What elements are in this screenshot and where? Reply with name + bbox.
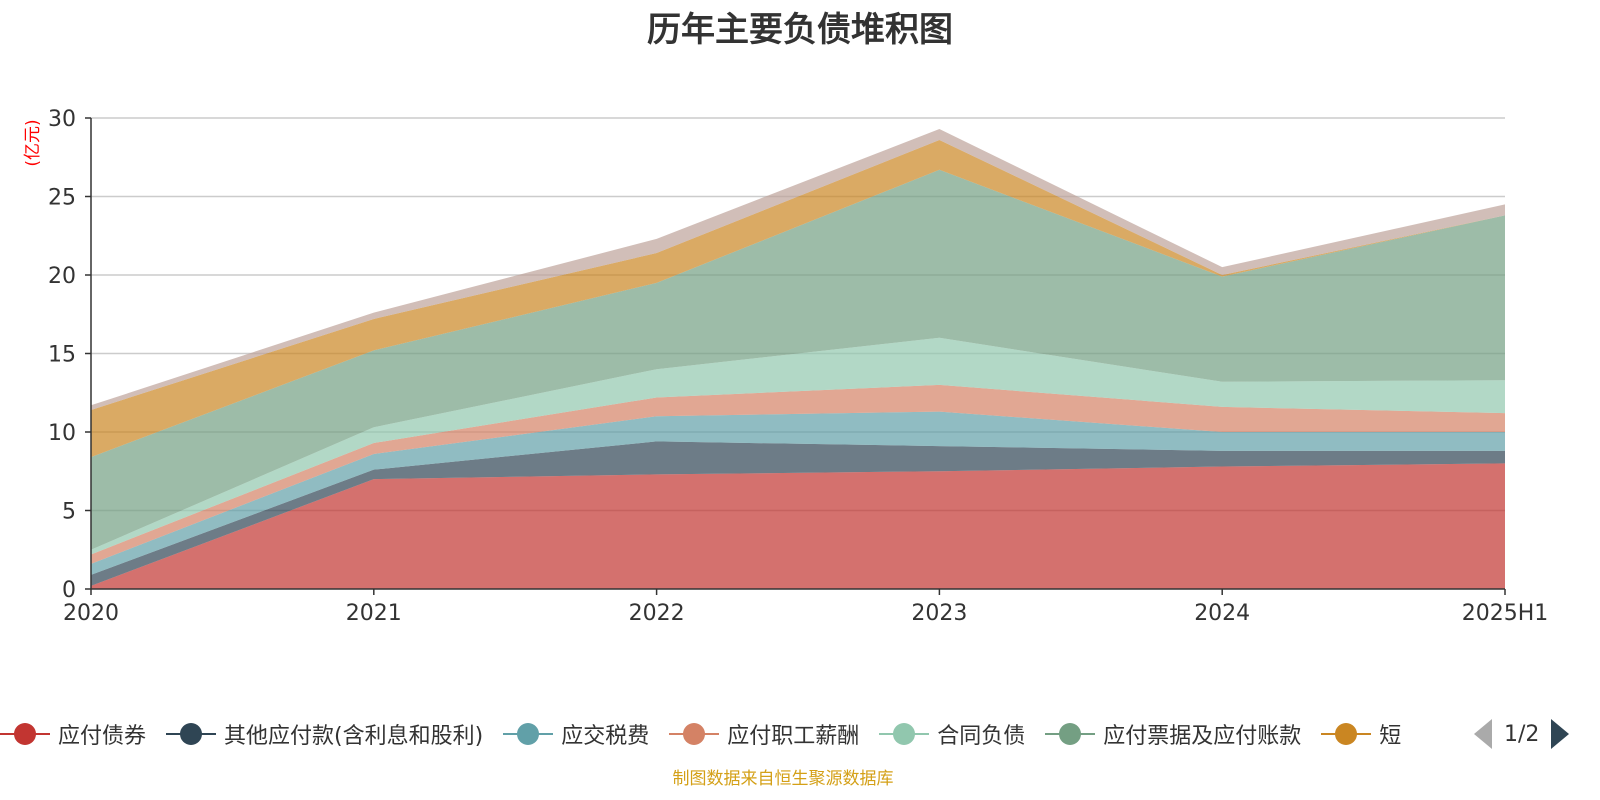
legend-item[interactable]: 应付票据及应付账款 bbox=[1045, 716, 1301, 752]
legend-label: 应交税费 bbox=[561, 724, 650, 749]
area-series-1 bbox=[91, 463, 1505, 589]
y-tick-label: 0 bbox=[62, 578, 76, 603]
legend-label: 其他应付款(含利息和股利) bbox=[224, 724, 484, 749]
x-tick-label: 2021 bbox=[346, 601, 402, 626]
legend-marker-icon bbox=[166, 722, 217, 746]
area-series-layer bbox=[91, 128, 1505, 589]
legend-item[interactable]: 短 bbox=[1321, 716, 1401, 752]
legend-marker-icon bbox=[503, 722, 554, 746]
x-tick-label: 2025H1 bbox=[1462, 601, 1549, 626]
legend-label: 应付职工薪酬 bbox=[727, 724, 860, 749]
legend-label: 合同负债 bbox=[937, 724, 1026, 749]
x-tick-label: 2023 bbox=[911, 601, 967, 626]
y-tick-label: 10 bbox=[48, 421, 76, 446]
legend-pager: 1/2 bbox=[1474, 716, 1570, 752]
y-tick-label: 30 bbox=[48, 107, 76, 132]
x-tick-label: 2020 bbox=[63, 601, 119, 626]
legend-marker-icon bbox=[1045, 722, 1096, 746]
x-tick-label: 2024 bbox=[1194, 601, 1250, 626]
area-series-6 bbox=[91, 169, 1505, 550]
legend-page-indicator: 1/2 bbox=[1504, 721, 1540, 747]
x-tick-label: 2022 bbox=[629, 601, 685, 626]
data-source-note: 制图数据来自恒生聚源数据库 bbox=[672, 769, 894, 789]
area-series-8 bbox=[91, 128, 1505, 411]
legend-marker-icon bbox=[1321, 722, 1372, 746]
area-series-2 bbox=[91, 441, 1505, 586]
y-tick-label: 20 bbox=[48, 264, 76, 289]
legend-label: 应付票据及应付账款 bbox=[1103, 724, 1302, 749]
legend: 应付债券 其他应付款(含利息和股利) 应交税费 应付职工薪酬 合同负债 应付票据及应付账款… bbox=[0, 716, 1470, 752]
y-tick-label: 25 bbox=[48, 186, 76, 211]
axes: 0 5 10 15 20 25 30 2020 2021 2022 2023 2024 2025H1 bbox=[48, 107, 1548, 626]
legend-item[interactable]: 合同负债 bbox=[879, 716, 1025, 752]
y-axis-unit-label: (亿元) bbox=[23, 119, 43, 166]
legend-prev-page-icon[interactable] bbox=[1474, 719, 1492, 749]
area-series-5 bbox=[91, 337, 1505, 555]
legend-next-page-icon[interactable] bbox=[1551, 719, 1570, 749]
area-series-3 bbox=[91, 411, 1505, 575]
legend-marker-icon bbox=[879, 722, 930, 746]
legend-label: 短 bbox=[1379, 724, 1402, 749]
y-tick-label: 5 bbox=[62, 500, 76, 525]
legend-item[interactable]: 应付职工薪酬 bbox=[669, 716, 859, 752]
legend-item[interactable]: 应交税费 bbox=[503, 716, 649, 752]
legend-item[interactable]: 应付债券 bbox=[0, 716, 146, 752]
legend-item[interactable]: 其他应付款(含利息和股利) bbox=[166, 716, 483, 752]
area-series-7 bbox=[91, 139, 1505, 458]
legend-label: 应付债券 bbox=[58, 724, 147, 749]
stacked-area-chart: 0 5 10 15 20 25 30 2020 2021 2022 2023 2024 2025H1 (… bbox=[23, 107, 1548, 626]
chart-title: 历年主要负债堆积图 bbox=[647, 10, 953, 50]
legend-marker-icon bbox=[669, 722, 720, 746]
y-tick-label: 15 bbox=[48, 343, 76, 368]
legend-marker-icon bbox=[0, 722, 50, 746]
